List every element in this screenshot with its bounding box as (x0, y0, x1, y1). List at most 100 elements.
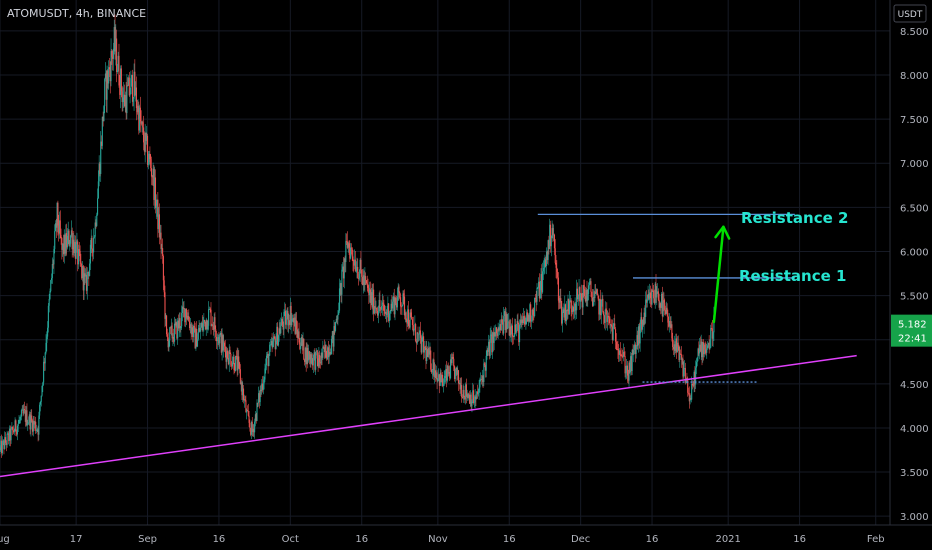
candle (144, 124, 146, 163)
candle-body (64, 235, 66, 254)
candle-body (577, 295, 579, 300)
candle (220, 328, 222, 356)
candle-body (14, 420, 16, 432)
candle (516, 314, 518, 331)
candle-body (520, 319, 522, 323)
candle-body (255, 414, 257, 421)
candle-body (666, 307, 668, 314)
candle-body (26, 410, 28, 426)
candle (310, 352, 312, 368)
candle (419, 321, 421, 344)
candle (614, 327, 617, 350)
candle-body (640, 317, 642, 325)
candle-body (621, 355, 623, 357)
candle (17, 419, 19, 432)
candle (292, 314, 294, 322)
candle (377, 306, 379, 319)
candle-body (363, 275, 365, 285)
candle-body (208, 309, 210, 326)
projection-arrow[interactable] (712, 225, 731, 324)
candle-body (526, 312, 528, 318)
candle-body (233, 356, 235, 371)
candle-body (13, 431, 15, 433)
candle-body (209, 309, 211, 310)
candle (146, 133, 149, 168)
candle-body (335, 318, 337, 322)
candle (462, 384, 464, 403)
candle (675, 333, 677, 354)
candle-body (649, 292, 651, 298)
candle (519, 313, 521, 329)
candle-body (584, 288, 586, 297)
candle (103, 105, 105, 122)
candle-body (365, 276, 367, 281)
candle-body (368, 287, 370, 296)
candle (390, 299, 392, 314)
candle (707, 342, 709, 348)
candle (81, 260, 84, 282)
candle (85, 268, 87, 284)
candle-body (308, 351, 310, 360)
candle-body (373, 289, 375, 314)
candle (46, 331, 48, 352)
candle (4, 431, 6, 450)
candle-body (175, 322, 177, 326)
candle-body (135, 87, 137, 109)
candle-body (392, 301, 394, 309)
candle (245, 395, 247, 413)
candle (615, 333, 617, 351)
candle (249, 419, 251, 432)
candle (225, 346, 227, 369)
candle (216, 333, 218, 350)
candle-body (511, 325, 513, 335)
candle (268, 353, 270, 367)
candle (339, 280, 341, 296)
candle-body (377, 310, 379, 316)
candle-body (434, 370, 436, 378)
candle-body (494, 332, 496, 337)
candle (553, 233, 556, 256)
candle-body (391, 303, 393, 309)
candle-body (263, 379, 265, 384)
candle (561, 300, 563, 326)
candle-body (600, 300, 602, 316)
ascending-trendline[interactable] (0, 354, 857, 478)
candle (574, 297, 576, 321)
candle-body (51, 278, 53, 281)
candle-body (382, 302, 384, 304)
candle-body (166, 315, 168, 335)
candle-body (264, 368, 266, 380)
candle-body (355, 270, 357, 272)
candle (320, 348, 322, 366)
candle-body (613, 323, 615, 326)
candle-body (622, 355, 624, 357)
candle (196, 333, 199, 348)
candle (661, 286, 663, 323)
candle (672, 340, 674, 356)
currency-button[interactable]: USDT (893, 4, 927, 23)
candle (215, 325, 217, 342)
candle-body (15, 420, 17, 432)
candle-body (273, 336, 276, 339)
candle-body (420, 337, 422, 353)
candle (489, 327, 491, 359)
candle (634, 340, 636, 355)
candle-body (131, 74, 134, 102)
candle-body (469, 394, 471, 404)
candle (402, 290, 404, 316)
time-axis[interactable]: Aug17Sep16Oct16Nov16Dec16202116Feb (0, 534, 885, 545)
candle (593, 290, 595, 302)
candle (28, 411, 30, 426)
candle-body (187, 315, 189, 320)
candle-body (514, 324, 516, 336)
candle-body (321, 352, 323, 358)
candle-body (258, 393, 260, 403)
candle-body (191, 327, 193, 335)
candle (181, 298, 183, 322)
candle-body (48, 298, 50, 306)
candle-body (9, 428, 11, 441)
candle-body (436, 372, 438, 382)
candle (465, 382, 467, 405)
candle-body (357, 266, 359, 278)
